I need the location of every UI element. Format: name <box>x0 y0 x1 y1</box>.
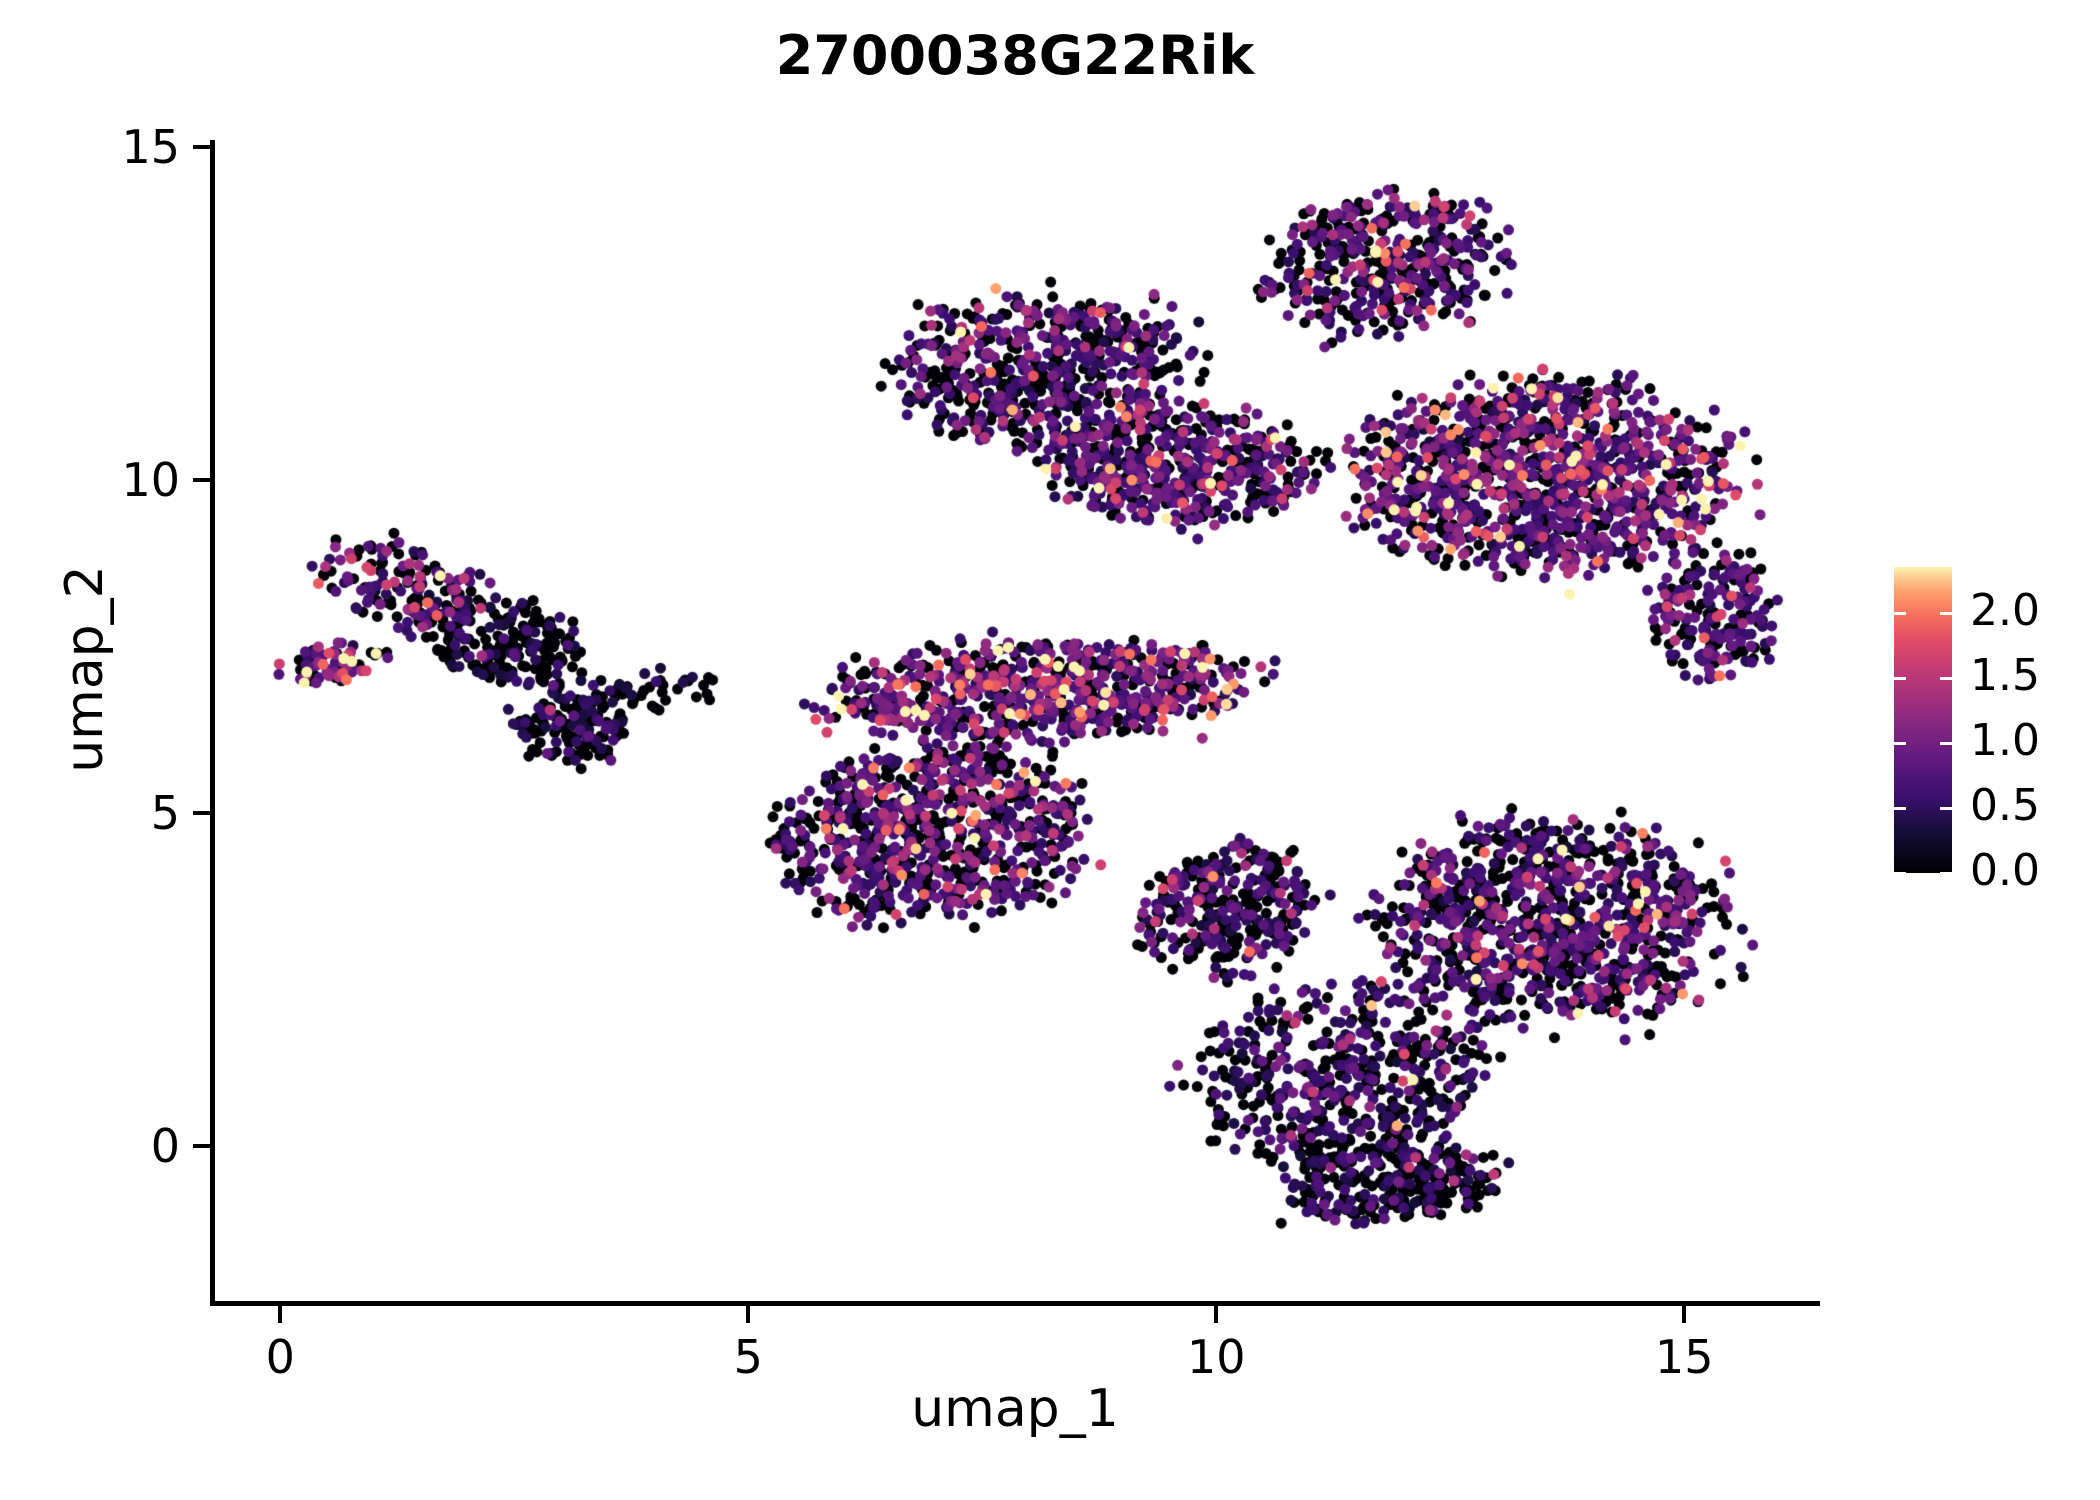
y-tick-label: 15 <box>121 119 180 174</box>
x-tick-mark <box>1682 1306 1687 1323</box>
colorbar-tick-mark <box>1940 872 1952 875</box>
y-axis-label: umap_2 <box>55 565 115 773</box>
colorbar-tick-label: 0.0 <box>1970 845 2040 896</box>
page-title: 2700038G22Rik <box>775 24 1255 87</box>
colorbar-tick-mark <box>1940 742 1952 746</box>
colorbar-tick-mark <box>1940 612 1952 616</box>
colorbar-tick-mark <box>1894 742 1906 746</box>
colorbar-tick-mark <box>1940 677 1952 681</box>
plot-axes: 0 5 10 15 0 5 10 15 <box>121 120 1820 1384</box>
colorbar-tick-mark <box>1894 677 1906 681</box>
y-tick-mark <box>193 1144 210 1149</box>
colorbar-tick-label: 0.5 <box>1970 780 2040 832</box>
colorbar-tick-mark <box>1894 612 1906 616</box>
y-tick-label: 10 <box>121 452 180 507</box>
x-tick-label: 0 <box>265 1330 295 1384</box>
colorbar-tick-label: 2.0 <box>1970 585 2040 637</box>
y-tick-label: 5 <box>150 785 180 840</box>
x-axis-spine <box>210 1301 1820 1306</box>
colorbar-tick-mark <box>1940 807 1952 811</box>
x-tick-mark <box>746 1306 751 1323</box>
x-tick-label: 10 <box>1186 1330 1246 1384</box>
scatter-points-layer <box>210 140 1820 1306</box>
x-tick-mark <box>1214 1306 1219 1323</box>
x-tick-mark <box>278 1306 283 1323</box>
colorbar-tick-label: 1.5 <box>1970 650 2040 702</box>
y-tick-label: 0 <box>150 1119 180 1174</box>
colorbar-tick-label: 1.0 <box>1970 715 2040 767</box>
x-axis-label: umap_1 <box>911 1379 1119 1439</box>
y-tick-mark <box>193 810 210 815</box>
x-tick-label: 5 <box>733 1330 763 1384</box>
colorbar-tick-mark <box>1894 807 1906 811</box>
colorbar-gradient <box>1894 567 1952 873</box>
y-axis-spine <box>210 140 215 1306</box>
y-tick-mark <box>193 477 210 482</box>
y-tick-mark <box>193 144 210 149</box>
x-tick-label: 15 <box>1654 1330 1714 1384</box>
colorbar-tick-mark <box>1894 872 1906 875</box>
colorbar: 0.0 0.5 1.0 1.5 2.0 <box>1894 567 2094 896</box>
